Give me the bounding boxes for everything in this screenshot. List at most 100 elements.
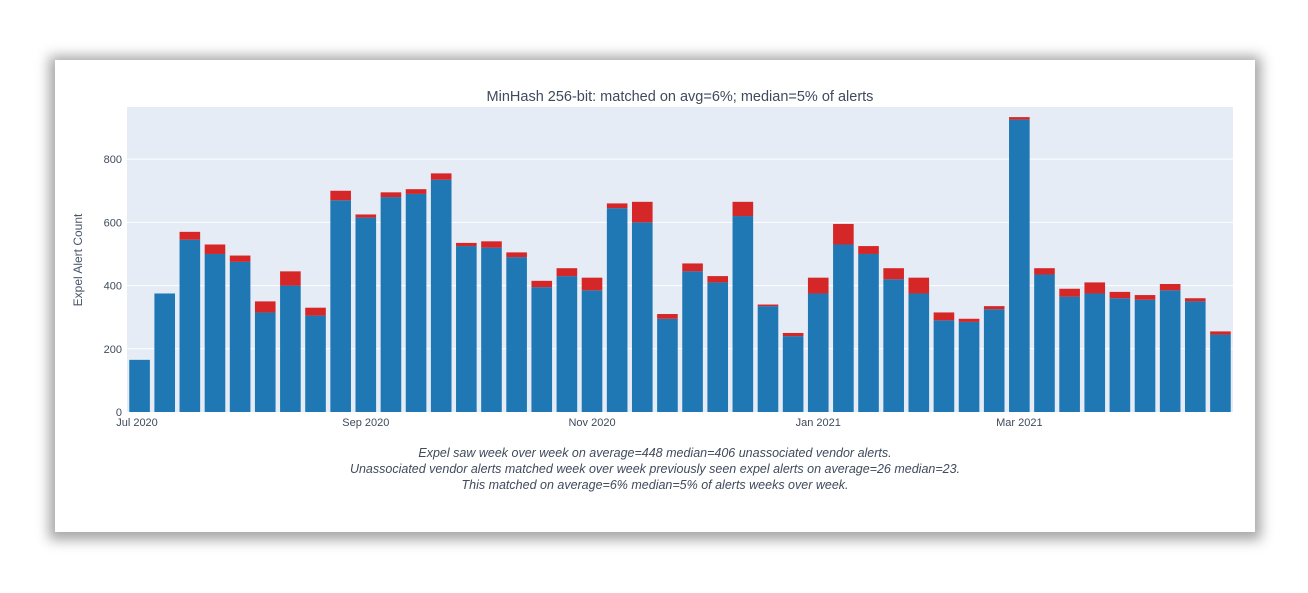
bar-blue (1109, 298, 1131, 412)
bar-red (1009, 117, 1030, 120)
bar-blue (833, 244, 854, 412)
bar-blue (330, 200, 351, 412)
y-tick-label: 400 (104, 281, 122, 293)
bar-red (581, 277, 603, 291)
caption-line-2: Unassociated vendor alerts matched week … (349, 462, 961, 476)
chart-caption: Expel saw week over week on average=448 … (55, 445, 1255, 493)
bar-red (1084, 282, 1106, 294)
bar-red (933, 312, 955, 321)
bar-blue (1084, 293, 1106, 412)
bar-blue (1059, 296, 1080, 412)
bar-blue (531, 287, 553, 412)
bar-blue (481, 247, 502, 412)
bar-blue (858, 253, 879, 412)
bar-red (757, 304, 779, 307)
bar-red (631, 201, 653, 223)
bar-red (983, 306, 1005, 310)
bar-blue (933, 320, 955, 412)
bar-red (707, 276, 729, 283)
bar-blue (1159, 290, 1181, 412)
bar-red (204, 244, 226, 254)
bar-blue (179, 239, 201, 412)
y-tick-label: 600 (104, 217, 122, 229)
bar-blue (405, 193, 427, 412)
bar-red (1059, 288, 1080, 297)
x-tick-label: Sep 2020 (342, 417, 389, 429)
bar-blue (430, 179, 452, 412)
bar-blue (606, 208, 628, 412)
x-tick-label: Jul 2020 (116, 417, 158, 429)
x-tick-label: Nov 2020 (568, 417, 615, 429)
bar-red (280, 271, 301, 286)
bar-blue (1210, 334, 1231, 412)
bar-blue (682, 271, 703, 412)
bar-blue (456, 246, 477, 412)
caption-line-3: This matched on average=6% median=5% of … (461, 478, 849, 492)
bars (129, 117, 1231, 412)
bar-red (732, 201, 754, 217)
bar-red (254, 301, 276, 313)
bar-red (506, 252, 527, 258)
bar-red (556, 268, 578, 277)
bar-red (858, 246, 879, 254)
bar-red (1159, 283, 1181, 291)
chart-svg: 0 200 400 600 800 Jul 2020 Sep 2020 Nov 2020 Ja… (71, 89, 1233, 429)
bar-blue (204, 253, 226, 412)
bar-red (807, 277, 829, 294)
chart-title: MinHash 256-bit: matched on avg=6%; medi… (487, 89, 874, 105)
bar-red (456, 242, 477, 247)
bar-red (305, 307, 326, 316)
bar-blue (581, 290, 603, 412)
bar-red (1034, 268, 1055, 275)
y-tick-label: 0 (116, 407, 122, 419)
chart-card: 0 200 400 600 800 Jul 2020 Sep 2020 Nov 2020 Ja… (55, 60, 1255, 532)
bar-blue (305, 315, 326, 412)
bar-red (481, 241, 502, 248)
x-tick-label: Jan 2021 (796, 417, 841, 429)
bar-blue (757, 306, 779, 412)
bar-red (606, 203, 628, 209)
bar-blue (1009, 119, 1030, 412)
y-tick-labels: 0 200 400 600 800 (104, 154, 122, 419)
bar-blue (380, 197, 402, 412)
bar-red (657, 314, 678, 319)
bar-blue (958, 321, 980, 412)
bar-blue (129, 359, 150, 412)
x-tick-labels: Jul 2020 Sep 2020 Nov 2020 Jan 2021 Mar 2021 (116, 417, 1042, 429)
bar-blue (983, 309, 1005, 412)
bar-blue (883, 279, 904, 412)
bar-red (430, 173, 452, 180)
bar-blue (556, 276, 578, 412)
bar-blue (908, 293, 930, 412)
bar-blue (280, 285, 301, 412)
bar-red (883, 268, 904, 280)
bar-blue (732, 216, 754, 412)
bar-blue (355, 217, 377, 412)
bar-red (1134, 295, 1156, 300)
bar-red (1184, 298, 1206, 302)
bar-red (908, 277, 930, 294)
bar-red (355, 214, 377, 218)
bar-red (330, 190, 351, 201)
bar-red (531, 280, 553, 288)
bar-blue (506, 257, 527, 412)
bar-red (380, 192, 402, 198)
bar-blue (631, 222, 653, 412)
bar-red (782, 332, 804, 337)
bar-red (229, 255, 251, 262)
y-axis-label: Expel Alert Count (71, 213, 85, 306)
caption-line-1: Expel saw week over week on average=448 … (418, 446, 892, 460)
bar-red (179, 231, 201, 240)
bar-blue (707, 282, 729, 412)
bar-blue (1034, 274, 1055, 412)
bar-blue (154, 293, 176, 412)
bar-red (405, 189, 427, 194)
y-tick-label: 800 (104, 154, 122, 166)
bar-red (833, 223, 854, 245)
bar-red (958, 318, 980, 322)
bar-red (682, 263, 703, 272)
bar-blue (1134, 299, 1156, 412)
bar-red (1109, 291, 1131, 299)
bar-blue (807, 293, 829, 412)
bar-blue (782, 336, 804, 412)
